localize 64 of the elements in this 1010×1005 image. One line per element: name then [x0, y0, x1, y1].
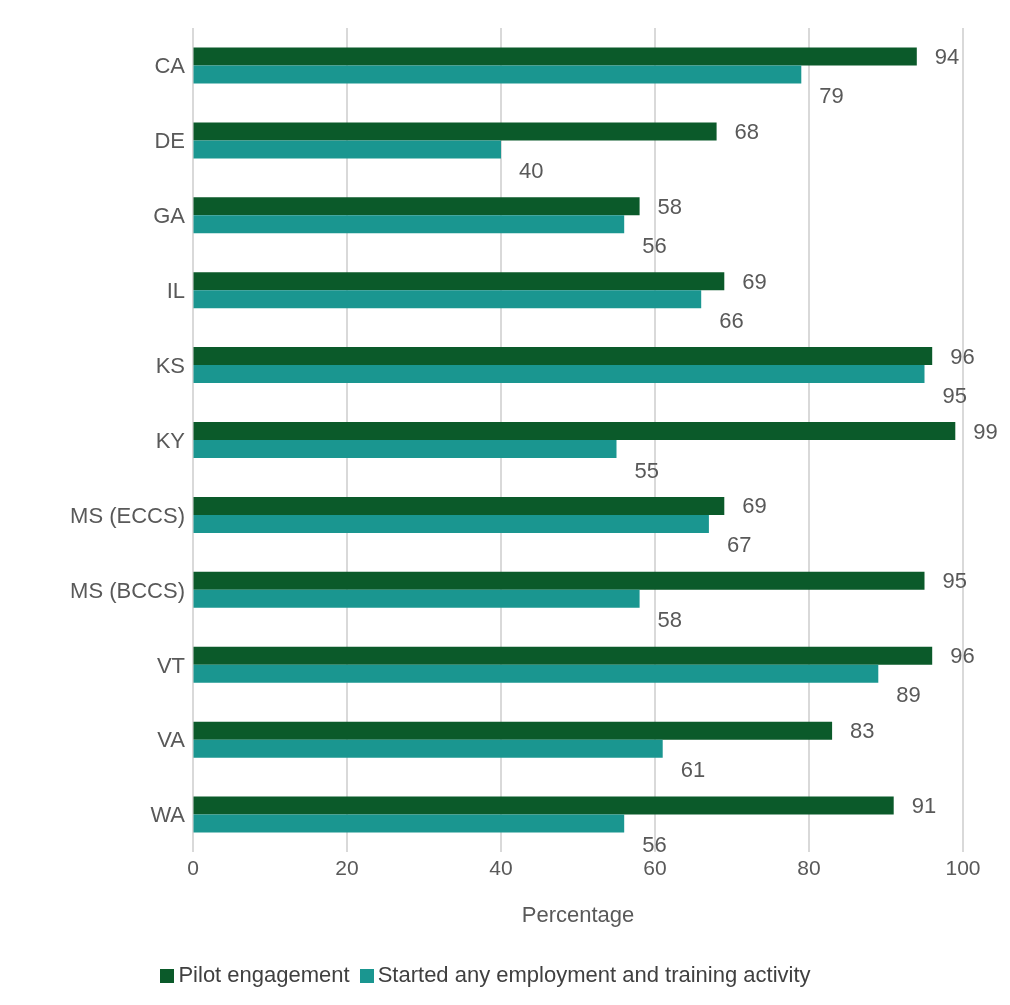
bar	[193, 796, 894, 815]
bar	[193, 65, 802, 84]
bar	[193, 215, 625, 234]
bar	[193, 347, 933, 366]
bar	[193, 571, 925, 590]
legend-label: Pilot engagement	[178, 962, 350, 987]
y-tick-label: MS (ECCS)	[70, 502, 185, 528]
data-label: 95	[942, 568, 967, 594]
y-tick-label: CA	[154, 53, 186, 79]
bar	[193, 646, 933, 665]
data-label: 95	[942, 382, 967, 408]
y-tick-label: IL	[166, 277, 185, 303]
data-label: 99	[973, 418, 998, 444]
data-label: 58	[657, 193, 683, 219]
bar	[193, 514, 709, 533]
y-tick-label: KS	[155, 352, 185, 378]
data-label: 61	[680, 757, 706, 783]
bar	[193, 197, 640, 216]
data-label: 94	[934, 43, 960, 69]
bar	[193, 290, 702, 309]
data-label: 69	[742, 268, 767, 294]
bar	[193, 272, 725, 291]
y-tick-label: VT	[156, 652, 185, 678]
bar	[193, 496, 725, 515]
data-label: 96	[950, 643, 975, 669]
x-axis-title: Percentage	[521, 902, 635, 927]
bar	[193, 589, 640, 608]
data-label: 67	[726, 532, 752, 558]
data-label: 68	[734, 118, 760, 144]
x-tick-label: 100	[945, 855, 981, 879]
data-label: 58	[657, 607, 683, 633]
bar	[193, 122, 717, 141]
data-label: 69	[742, 493, 767, 519]
x-tick-label: 20	[335, 855, 359, 879]
bar	[193, 664, 879, 683]
y-tick-label: VA	[157, 727, 186, 753]
bar	[193, 721, 833, 740]
bar	[193, 365, 925, 384]
y-tick-label: WA	[150, 802, 186, 828]
data-label: 66	[719, 307, 744, 333]
data-label: 89	[896, 682, 921, 708]
bar	[193, 739, 663, 758]
legend-label: Started any employment and training activity	[377, 962, 811, 987]
bar	[193, 422, 956, 441]
y-tick-label: MS (BCCS)	[70, 577, 185, 603]
bar	[193, 47, 917, 66]
x-tick-label: 60	[643, 855, 667, 879]
y-tick-label: KY	[155, 427, 186, 453]
x-tick-label: 0	[187, 855, 199, 879]
bar	[193, 814, 625, 833]
y-tick-label: GA	[153, 203, 186, 229]
bar	[193, 140, 501, 159]
data-label: 56	[642, 832, 667, 858]
data-label: 91	[911, 793, 937, 819]
data-label: 83	[850, 718, 875, 744]
x-tick-label: 80	[797, 855, 821, 879]
x-tick-label: 40	[489, 855, 513, 879]
data-label: 96	[950, 343, 975, 369]
data-label: 79	[819, 82, 844, 108]
data-label: 56	[642, 232, 667, 258]
y-tick-label: DE	[154, 128, 185, 154]
bar	[193, 440, 617, 459]
data-label: 40	[519, 157, 544, 183]
data-label: 55	[634, 457, 659, 483]
